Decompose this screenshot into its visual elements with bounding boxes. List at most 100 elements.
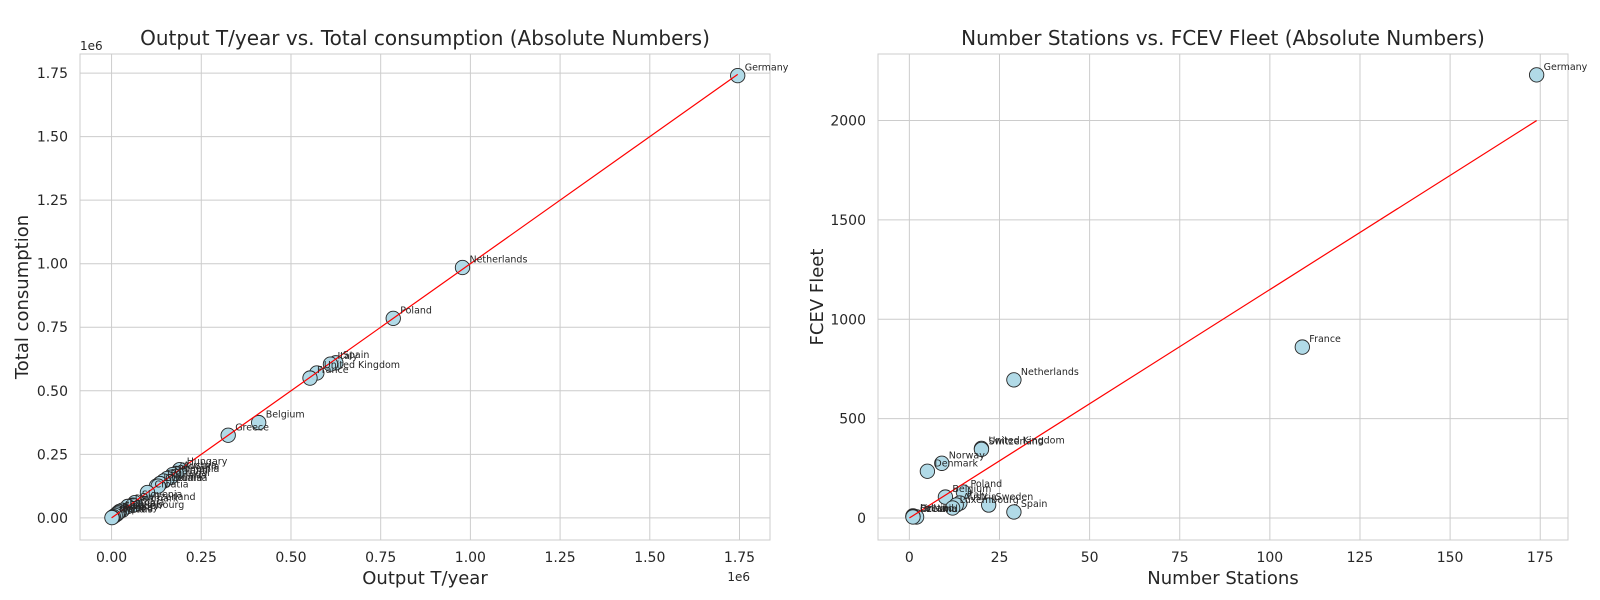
x-tick-label: 0.50 [275,550,306,566]
point-label-luxembourg: Luxembourg [125,500,184,511]
point-label-austria: Austria [963,492,997,503]
point-label-france: France [317,365,349,376]
point-label-slovakia: Slovakia [180,462,220,473]
data-point-germany [1528,67,1545,83]
point-label-netherlands: Netherlands [1021,367,1079,378]
x-tick-label: 0.25 [186,550,217,566]
point-label-slovenia: Slovenia [142,490,182,501]
y-tick-label: 1.00 [37,257,68,273]
point-label-denmark: Denmark [934,458,978,469]
y-tick-label: 0.25 [37,447,68,463]
point-label-united-kingdom: United Kingdom [988,435,1064,446]
point-label-finland: Finland [920,503,954,514]
point-label-finland: Finland [174,465,208,476]
data-points [905,67,1545,525]
y-tick-label: 1500 [830,213,866,229]
y-exponent-label: 1e6 [80,39,103,53]
x-tick-label: 150 [1437,550,1464,566]
point-label-switzerland: Switzerland [140,492,195,503]
point-label-united-kingdom: United Kingdom [324,360,400,371]
chart-title: Output T/year vs. Total consumption (Abs… [140,26,710,50]
trend-line [909,120,1537,519]
y-tick-label: 1.50 [37,130,68,146]
y-axis-label: FCEV Fleet [807,249,828,346]
point-label-hungary: Hungary [187,457,228,468]
x-tick-label: 1.50 [634,550,665,566]
x-axis-label: Number Stations [1147,568,1298,589]
x-tick-label: 1.75 [724,550,755,566]
point-labels: Germany Netherlands Poland SpainItalyUnited… [119,63,789,516]
x-tick-label: 1.00 [455,550,486,566]
point-label-italy: Italy [967,490,988,501]
point-label-bulgaria: Bulgaria [167,471,206,482]
point-label-iceland: Iceland [924,504,958,515]
data-point-denmark [919,463,936,479]
chart-output-vs-consumption: 0.00 0.25 0.50 0.75 1.00 1.25 1.50 1.75 0.00 0.25… [12,26,789,589]
point-label-denmark: Denmark [135,493,179,504]
y-tick-label: 500 [839,412,866,428]
y-tick-label: 2000 [830,114,866,130]
point-label-ireland: Ireland [120,504,153,515]
x-exponent-label: 1e6 [727,570,750,584]
y-tick-label: 1.75 [37,66,68,82]
point-label-spain: Spain [343,350,370,361]
y-tick-label: 1000 [830,312,866,328]
data-point-norway [934,455,950,471]
y-tick-label: 0.50 [37,384,68,400]
data-point-sweden [981,497,997,513]
chart-title: Number Stations vs. FCEV Fleet (Absolute… [961,26,1485,50]
point-label-spain: Spain [1021,499,1048,510]
point-label-belgium: Belgium [266,410,305,421]
point-label-germany: Germany [745,63,789,74]
point-label-switzerland: Switzerland [988,436,1043,447]
point-label-romania: Romania [178,464,220,475]
point-label-portugal: Portugal [171,468,210,479]
data-point-luxembourg [944,500,961,516]
trend-line [111,73,739,519]
y-tick-label: 0.75 [37,320,68,336]
point-label-sweden: Sweden [124,501,162,512]
point-label-croatia: Croatia [154,479,188,490]
x-tick-label: 0.75 [365,550,396,566]
data-point-france [1294,339,1310,355]
x-tick-label: 100 [1256,550,1283,566]
point-label-norway: Norway [122,502,158,513]
point-label-latvia: Latvia [920,503,949,514]
point-label-cyprus: Cyprus [119,504,152,515]
data-point-belgium [251,414,267,431]
point-label-austria: Austria [183,460,217,471]
data-point-switzerland [973,441,990,458]
point-label-belgium: Belgium [952,484,991,495]
x-tick-label: 25 [991,550,1009,566]
point-label-poland: Poland [400,305,432,316]
point-label-poland: Poland [970,479,1002,490]
x-tick-label: 0 [905,550,914,566]
x-tick-label: 175 [1527,550,1554,566]
x-tick-label: 50 [1081,550,1099,566]
y-tick-label: 1.25 [37,193,68,209]
y-tick-label: 0 [857,511,866,527]
point-label-germany: Germany [1544,62,1588,73]
data-point-netherlands [1006,372,1022,388]
point-label-lithuania: Lithuania [163,473,207,484]
point-label-czechia: Czechia [165,473,202,484]
chart-stations-vs-fleet: 0 25 50 75 100 125 150 175 0 500 1000 1500 2000 Numbe… [807,26,1588,589]
data-point-germany [730,67,746,84]
point-label-estonia: Estonia [129,497,164,508]
point-label-greece: Greece [235,422,269,433]
point-label-norway: Norway [949,450,985,461]
point-label-italy: Italy [337,351,358,362]
point-label-latvia: Latvia [126,499,155,510]
x-tick-label: 125 [1347,550,1374,566]
plot-frame [877,53,1569,541]
data-point-spain [1006,504,1022,520]
x-tick-label: 75 [1171,550,1189,566]
y-tick-label: 0.00 [37,511,68,527]
plot-frame [79,53,771,541]
point-label-sweden: Sweden [996,492,1034,503]
x-tick-label: 0.00 [96,550,127,566]
y-axis-label: Total consumption [12,215,33,380]
point-label-malta: Malta [119,505,145,516]
